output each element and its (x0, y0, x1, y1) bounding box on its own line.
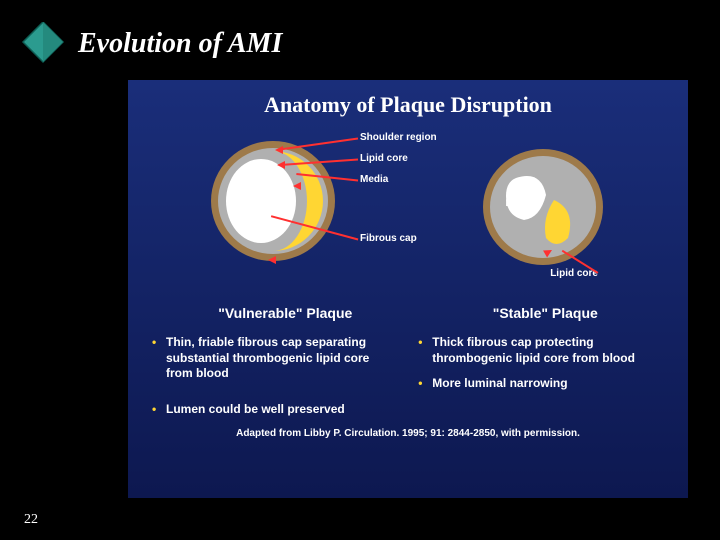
label-lipid-core: Lipid core (318, 153, 498, 164)
content-panel: Anatomy of Plaque Disruption Lumen Shoul… (128, 80, 688, 498)
vulnerable-bullets: Thin, friable fibrous cap separating sub… (152, 335, 398, 402)
lumen-label-right: Lumen (506, 198, 536, 208)
vuln-bullet-1: Thin, friable fibrous cap separating sub… (152, 335, 398, 382)
diagram-row: Lumen Shoulder region Lipid core Media F… (128, 126, 688, 301)
stable-bullet-1: Thick fibrous cap protecting thrombogeni… (418, 335, 664, 366)
bullets-row: Thin, friable fibrous cap separating sub… (128, 327, 688, 402)
panel-title: Anatomy of Plaque Disruption (128, 80, 688, 126)
plaque-names-row: "Vulnerable" Plaque "Stable" Plaque (128, 301, 688, 327)
slide-title: Evolution of AMI (78, 28, 282, 60)
citation: Adapted from Libby P. Circulation. 1995;… (128, 416, 688, 439)
vuln-bullet-2: Lumen could be well preserved (152, 402, 664, 416)
label-shoulder: Shoulder region (318, 132, 498, 143)
arrow-shoulder-head (275, 146, 283, 154)
arrow-fibrous-head (268, 256, 276, 264)
stable-bullets: Thick fibrous cap protecting thrombogeni… (418, 335, 664, 402)
arrow-lipid-head (277, 161, 285, 169)
stable-name: "Stable" Plaque (493, 305, 598, 321)
stable-bullet-2: More luminal narrowing (418, 376, 664, 392)
vulnerable-bullet-2-row: Lumen could be well preserved (128, 402, 688, 416)
arrow-media-head (293, 182, 301, 190)
lumen-label-left: Lumen (242, 196, 272, 206)
vulnerable-name: "Vulnerable" Plaque (218, 305, 352, 321)
page-number: 22 (24, 512, 38, 528)
stable-plaque-diagram: Lumen (476, 140, 611, 275)
title-diamond-icon (18, 22, 68, 72)
